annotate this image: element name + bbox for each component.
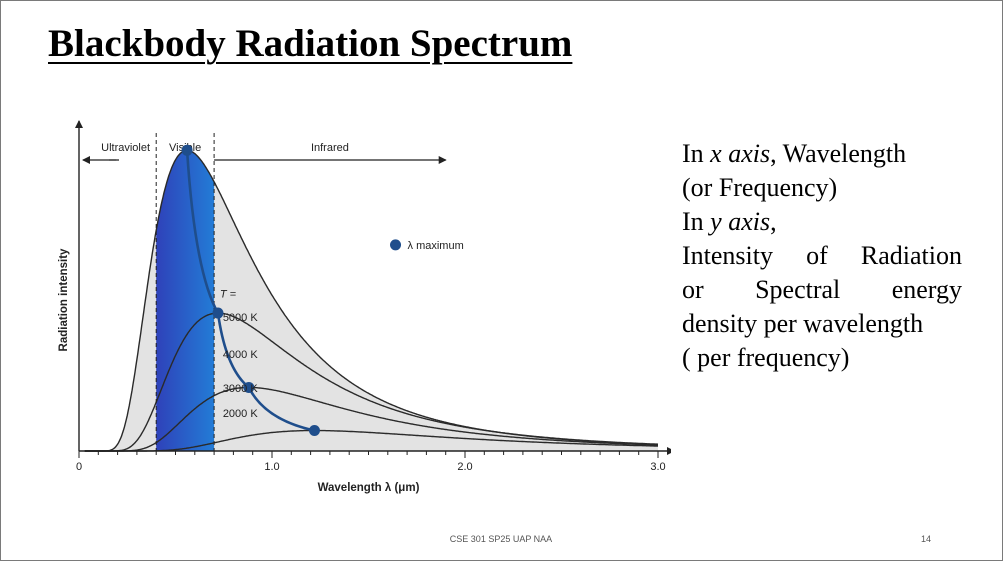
area-fill-layer xyxy=(84,150,659,452)
visible-spectrum-band xyxy=(156,150,215,451)
region-label-infrared: Infrared xyxy=(311,142,349,154)
series-label: 3000 K xyxy=(223,383,259,395)
lambda-max-point xyxy=(308,425,320,437)
legend-marker xyxy=(390,239,402,251)
x-axis-label: Wavelength λ (μm) xyxy=(318,482,420,494)
y-axis-label: Radiation intensity xyxy=(58,248,70,351)
series-label: 2000 K xyxy=(223,408,259,420)
desc-word: Radiation xyxy=(860,241,962,270)
area-fill xyxy=(84,150,659,452)
series-label: 5000 K xyxy=(223,312,259,324)
blackbody-chart: 0 1.0 2.0 3.0 Wavelength λ (μm) Radiation int… xyxy=(41,113,671,503)
desc-line-3-em: y axis xyxy=(710,207,771,236)
axis-description: In x axis, Wavelength (or Frequency) In … xyxy=(682,137,962,375)
chart-svg: 0 1.0 2.0 3.0 Wavelength λ (μm) Radiation int… xyxy=(58,120,671,494)
desc-line-1-pre: In xyxy=(682,139,711,168)
temperature-label: T = xyxy=(220,289,237,301)
peak-layer xyxy=(181,144,320,437)
region-label-ultraviolet: Ultraviolet xyxy=(101,142,150,154)
desc-line-7: ( per frequency) xyxy=(682,343,850,372)
desc-line-3: In y axis, xyxy=(682,205,962,239)
lambda-max-point xyxy=(243,381,255,393)
slide-title: Blackbody Radiation Spectrum xyxy=(48,22,573,65)
curve-layer xyxy=(84,149,659,452)
curve-2000k xyxy=(84,429,658,452)
desc-line-2: (or Frequency) xyxy=(682,173,838,202)
page-number: 14 xyxy=(920,534,931,544)
desc-word: of xyxy=(806,241,828,270)
lambda-max-point xyxy=(212,307,224,319)
footer-text: CSE 301 SP25 UAP NAA xyxy=(449,534,553,544)
lambda-max-point xyxy=(181,144,193,156)
curve-3000k xyxy=(84,386,658,452)
legend-label: λ maximum xyxy=(408,240,464,252)
desc-word: energy xyxy=(891,275,962,304)
label-layer: T = 5000 K 4000 K 3000 K 2000 K λ maximum xyxy=(220,239,464,420)
x-tick-label: 2.0 xyxy=(457,461,472,473)
region-layer: UltravioletVisibleInfrared xyxy=(82,133,447,451)
desc-line-4: Intensity of Radiation xyxy=(682,239,962,273)
desc-word: Spectral xyxy=(755,275,841,304)
x-tick-label: 0 xyxy=(76,461,82,473)
curve-4000k xyxy=(84,312,659,452)
desc-line-3-pre: In xyxy=(682,207,711,236)
series-label: 4000 K xyxy=(223,349,259,361)
desc-word: Intensity xyxy=(682,241,773,270)
axis-layer: 0 1.0 2.0 3.0 Wavelength λ (μm) Radiation int… xyxy=(58,120,671,494)
x-tick-label: 1.0 xyxy=(264,461,279,473)
desc-line-3-post: , xyxy=(770,207,777,236)
desc-word: or xyxy=(682,275,704,304)
desc-line-5: or Spectral energy xyxy=(682,273,962,307)
x-tick-label: 3.0 xyxy=(650,461,665,473)
desc-line-1-post: , Wavelength xyxy=(770,139,907,168)
desc-line-1: In x axis, Wavelength xyxy=(682,137,962,171)
desc-line-1-em: x axis xyxy=(710,139,771,168)
desc-line-6: density per wavelength xyxy=(682,309,924,338)
lambda-max-line xyxy=(185,150,315,432)
